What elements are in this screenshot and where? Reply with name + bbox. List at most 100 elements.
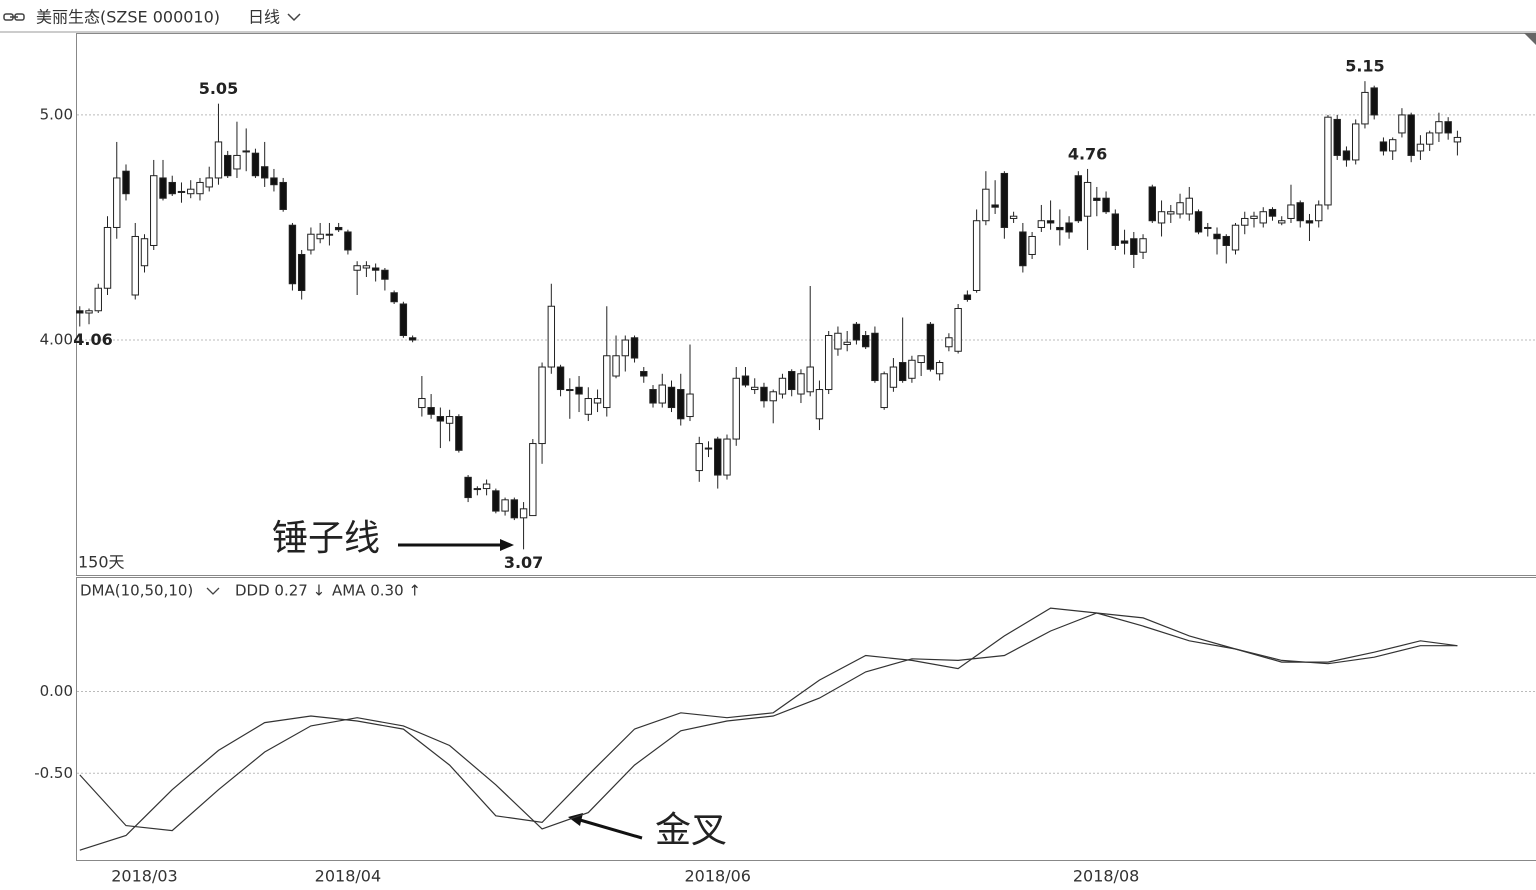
candle-body [566, 389, 574, 392]
hammer-arrow [398, 539, 514, 551]
candle-body [806, 366, 814, 393]
candle-body [196, 181, 204, 195]
candle-body [1259, 211, 1267, 224]
candle-body [1000, 172, 1009, 228]
candle-body [1342, 150, 1351, 161]
corner-marker [1524, 33, 1536, 45]
candle-body [954, 308, 962, 352]
candle-body [612, 355, 620, 377]
candle-body [788, 371, 796, 391]
price-annotation: 3.07 [504, 553, 543, 572]
indicator-title[interactable]: DMA(10,50,10) [80, 582, 193, 600]
period-dropdown[interactable] [287, 13, 301, 22]
candle-body [455, 416, 463, 451]
period[interactable]: 日线 [248, 8, 280, 27]
candle-body [1231, 224, 1240, 251]
link-icon [3, 13, 25, 21]
candle-body [473, 488, 482, 491]
y-tick-label: -0.50 [34, 764, 73, 782]
candle-body [732, 377, 740, 440]
price-annotation: 4.06 [73, 330, 112, 349]
candle-body [834, 332, 842, 350]
candle-body [150, 175, 158, 246]
symbol[interactable]: 美丽生态(SZSE 000010) [36, 8, 220, 27]
indicator-dropdown[interactable] [206, 587, 220, 595]
candle-body [1130, 238, 1138, 255]
candle-body [593, 398, 602, 404]
candle-body [1425, 132, 1434, 145]
span-label: 150天 [78, 553, 125, 572]
candle-body [344, 231, 352, 251]
candle-body [1074, 175, 1083, 222]
candle-body [316, 233, 324, 240]
candle-body [723, 438, 731, 476]
candle-body [519, 508, 528, 519]
ama-value: AMA 0.30 ↑ [332, 582, 421, 600]
candle-body [963, 294, 972, 300]
candle-body [1019, 231, 1027, 267]
candle-body [898, 362, 907, 382]
indicator-line [79, 612, 1458, 832]
candle-body [1324, 116, 1332, 206]
candle-body [556, 366, 565, 391]
x-tick-label: 2018/04 [315, 867, 381, 886]
candle-body [741, 375, 750, 386]
candle-body [279, 181, 287, 210]
x-tick-label: 2018/08 [1073, 867, 1139, 886]
candle-body [177, 190, 186, 193]
candle-body [751, 386, 759, 391]
candle-body [584, 398, 592, 415]
candle-body [159, 177, 167, 199]
candle-body [260, 166, 269, 179]
candle-body [889, 366, 898, 388]
candle-body [982, 188, 990, 222]
candle-body [797, 373, 805, 395]
candle-body [778, 377, 787, 395]
candle-body [242, 150, 250, 153]
candle-body [297, 253, 306, 291]
candle-body [233, 154, 241, 170]
candle-body [482, 483, 491, 490]
candle-body [76, 310, 84, 314]
price-annotation: 5.15 [1345, 57, 1384, 76]
candle-body [1379, 141, 1388, 152]
candle-body [1250, 215, 1258, 219]
candle-body [843, 341, 851, 346]
candle-body [1388, 139, 1397, 152]
candle-body [307, 233, 315, 251]
candle-body [1222, 235, 1230, 246]
candle-body [1444, 121, 1452, 134]
candle-body [1287, 204, 1295, 219]
candle-body [205, 177, 213, 188]
candle-body [667, 386, 676, 409]
candle-body [501, 499, 509, 512]
candle-body [852, 323, 861, 341]
candle-body [714, 438, 722, 476]
candle-body [1037, 220, 1046, 228]
price-annotation: 4.76 [1068, 144, 1107, 163]
candle-body [325, 233, 334, 236]
candle-body [575, 386, 583, 395]
candle-body [1278, 220, 1286, 224]
ddd-value: DDD 0.27 ↓ [235, 582, 325, 600]
candle-body [917, 355, 925, 364]
candle-body [1120, 240, 1129, 244]
candle-body [640, 371, 648, 377]
x-tick-label: 2018/03 [111, 867, 177, 886]
candle-body [649, 389, 657, 404]
candle-body [972, 220, 981, 291]
candle-body [390, 292, 398, 303]
price-annotation: 5.05 [199, 79, 238, 98]
candle-body [621, 339, 629, 357]
candle-body [815, 389, 824, 420]
candle-body [1046, 220, 1055, 224]
candle-body [131, 235, 139, 296]
candle-body [1176, 202, 1184, 215]
candle-body [1333, 118, 1341, 156]
candle-body [85, 310, 93, 314]
candle-body [168, 181, 176, 195]
candle-body [704, 447, 713, 450]
candle-body [935, 362, 944, 375]
candle-body [113, 177, 121, 228]
